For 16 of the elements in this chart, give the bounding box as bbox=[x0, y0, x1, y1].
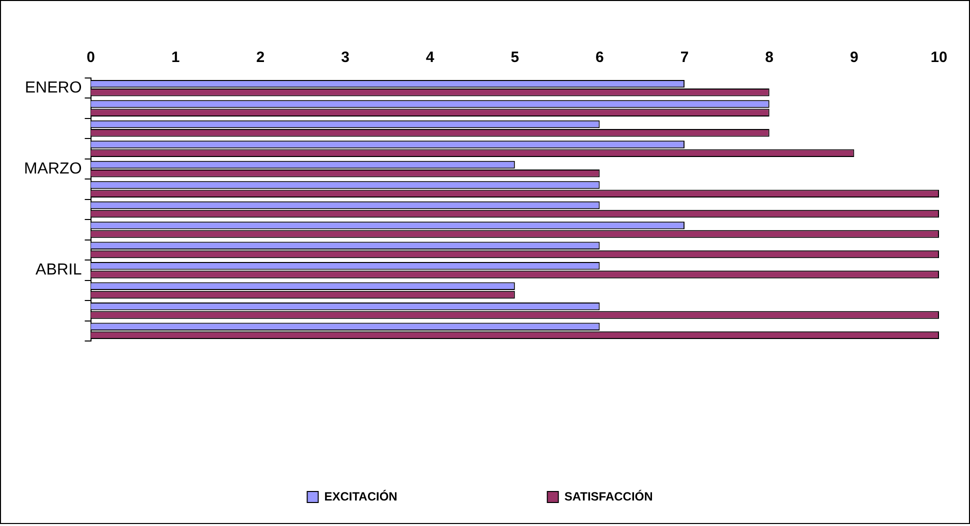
y-tick-label: MARZO bbox=[24, 160, 82, 178]
x-tick-label: 0 bbox=[86, 49, 95, 66]
x-tick-label: 9 bbox=[850, 49, 858, 66]
x-tick-label: 6 bbox=[596, 49, 604, 66]
y-tick-label: ABRIL bbox=[36, 262, 82, 279]
x-tick-label: 10 bbox=[930, 49, 948, 66]
x-tick-label: 7 bbox=[680, 49, 689, 66]
legend-label: EXCITACIÓN bbox=[324, 489, 398, 504]
x-tick-label: 1 bbox=[171, 49, 180, 66]
x-tick-label: 8 bbox=[765, 49, 774, 66]
x-tick-label: 5 bbox=[510, 49, 520, 66]
x-tick-label: 2 bbox=[256, 49, 265, 66]
x-tick-label: 3 bbox=[341, 49, 350, 66]
x-tick-label: 4 bbox=[426, 49, 435, 66]
y-tick-label: ENERO bbox=[24, 80, 82, 97]
legend-label: SATISFACCIÓN bbox=[564, 489, 653, 504]
